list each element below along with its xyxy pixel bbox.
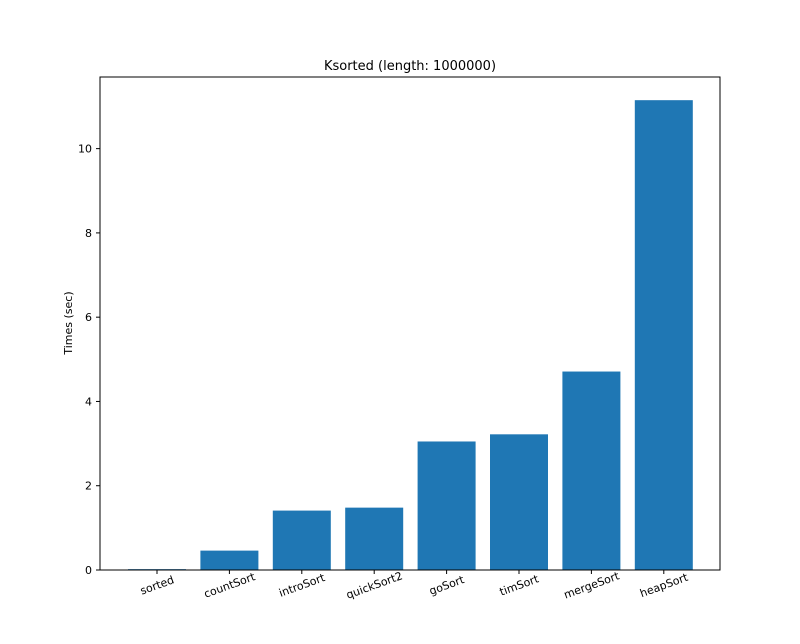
bar-quickSort2 — [345, 507, 404, 570]
x-tick-label: introSort — [277, 571, 327, 600]
x-tick-label: heapSort — [638, 571, 690, 601]
y-axis-label: Times (sec) — [62, 291, 75, 355]
x-tick-label: countSort — [202, 570, 257, 601]
x-tick-label: goSort — [428, 573, 467, 598]
bars-layer — [128, 100, 693, 570]
x-axis-ticks: sorted countSort introSort quickSort2 goSort… — [138, 569, 690, 601]
y-tick-label: 10 — [78, 143, 92, 156]
chart-title: Ksorted (length: 1000000) — [324, 59, 496, 74]
y-tick-label: 0 — [85, 564, 92, 577]
bar-heapSort — [634, 100, 693, 570]
x-tick-label: quickSort2 — [344, 569, 404, 601]
y-tick-label: 4 — [85, 395, 92, 408]
x-tick-label: mergeSort — [562, 569, 622, 601]
bar-goSort — [417, 441, 476, 570]
x-tick-label: timSort — [498, 572, 541, 598]
bar-introSort — [272, 510, 331, 570]
x-tick-label: sorted — [138, 573, 175, 597]
y-axis-ticks: 0 2 4 6 8 10 — [78, 143, 100, 577]
bar-mergeSort — [562, 371, 621, 570]
y-tick-label: 8 — [85, 227, 92, 240]
y-tick-label: 6 — [85, 311, 92, 324]
bar-timSort — [490, 434, 548, 570]
plot-frame — [99, 76, 721, 571]
bar-countSort — [200, 550, 259, 570]
y-tick-label: 2 — [85, 480, 92, 493]
